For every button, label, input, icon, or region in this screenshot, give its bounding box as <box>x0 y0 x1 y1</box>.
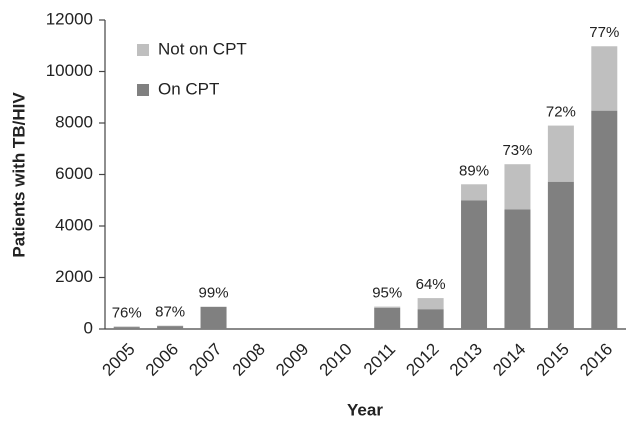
legend-swatch <box>137 44 149 56</box>
bar-segment <box>417 309 444 329</box>
bar-segment <box>113 327 140 329</box>
bar-segment <box>200 306 227 329</box>
bar-annotation: 73% <box>502 142 532 159</box>
y-tick-label: 0 <box>84 318 93 337</box>
x-tick-label: 2015 <box>533 340 573 380</box>
x-tick-label: 2014 <box>489 340 529 380</box>
bar-segment <box>547 181 574 329</box>
bar-annotation: 72% <box>546 104 576 121</box>
y-tick-label: 10000 <box>46 61 93 80</box>
bar-annotation: 95% <box>372 285 402 302</box>
y-tick-label: 4000 <box>55 215 93 234</box>
x-tick-label: 2016 <box>576 340 616 380</box>
x-tick-label: 2011 <box>360 340 399 379</box>
bar-segment <box>157 326 184 329</box>
bar-annotation: 64% <box>416 276 446 293</box>
bar-segment <box>374 307 401 329</box>
bar-segment <box>113 326 140 328</box>
legend-label: Not on CPT <box>158 39 247 58</box>
x-tick-label: 2008 <box>229 340 269 380</box>
y-tick-label: 12000 <box>46 9 93 28</box>
bar-segment <box>591 46 618 111</box>
x-tick-label: 2007 <box>185 340 225 380</box>
bar-segment <box>504 209 531 329</box>
bar-segment <box>504 164 531 210</box>
y-tick-label: 6000 <box>55 164 93 183</box>
x-tick-label: 2012 <box>402 340 442 380</box>
bar-annotation: 76% <box>112 304 142 321</box>
bar-segment <box>417 298 444 310</box>
bar-annotation: 89% <box>459 162 489 179</box>
x-axis-label: Year <box>347 400 383 419</box>
x-tick-label: 2009 <box>272 340 312 380</box>
bar-annotation: 87% <box>155 304 185 321</box>
bar-segment <box>461 200 488 329</box>
bar-segment <box>374 306 401 308</box>
legend-swatch <box>137 84 149 96</box>
bar-annotation: 99% <box>199 285 229 302</box>
x-tick-label: 2006 <box>142 340 182 380</box>
bar-segment <box>591 110 618 329</box>
x-tick-label: 2005 <box>99 340 139 380</box>
y-tick-label: 2000 <box>55 267 93 286</box>
y-tick-label: 8000 <box>55 112 93 131</box>
bar-segment <box>547 125 574 182</box>
x-tick-label: 2013 <box>446 340 486 380</box>
bar-annotation: 77% <box>589 24 619 41</box>
bar-segment <box>461 184 488 201</box>
legend-label: On CPT <box>158 79 219 98</box>
y-axis-label: Patients with TB/HIV <box>9 92 28 258</box>
x-tick-label: 2010 <box>316 340 356 380</box>
